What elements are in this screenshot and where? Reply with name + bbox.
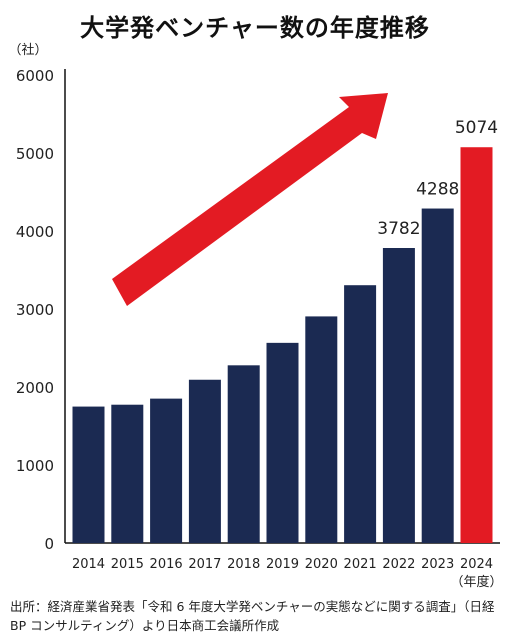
trend-arrow-icon bbox=[112, 93, 388, 306]
y-tick-label: 2000 bbox=[16, 379, 54, 397]
x-tick-label-2015: 2015 bbox=[111, 557, 144, 572]
bar-2020 bbox=[305, 316, 338, 543]
data-label-2024: 5074 bbox=[455, 118, 498, 138]
source-note: 出所：経済産業省発表「令和 6 年度大学発ベンチャーの実態などに関する調査」（日… bbox=[10, 599, 495, 633]
bar-2018 bbox=[227, 365, 260, 543]
bar-2017 bbox=[188, 379, 221, 543]
bar-2019 bbox=[266, 342, 299, 543]
y-tick-label: 3000 bbox=[16, 301, 54, 319]
x-tick-label-2020: 2020 bbox=[305, 557, 338, 572]
bar-2015 bbox=[111, 404, 144, 543]
x-tick-label-2022: 2022 bbox=[382, 557, 415, 572]
data-label-2022: 3782 bbox=[377, 219, 420, 239]
chart-title: 大学発ベンチャー数の年度推移 bbox=[80, 14, 430, 42]
y-tick-label: 5000 bbox=[16, 145, 54, 163]
bar-2023 bbox=[421, 208, 454, 543]
data-label-2023: 4288 bbox=[416, 180, 459, 200]
x-tick-label-2016: 2016 bbox=[150, 557, 183, 572]
bar-2022 bbox=[382, 248, 415, 543]
x-tick-label-2017: 2017 bbox=[188, 557, 221, 572]
x-tick-label-2024: 2024 bbox=[460, 557, 493, 572]
bar-2014 bbox=[72, 406, 105, 543]
bar-2024 bbox=[460, 147, 493, 543]
x-axis-unit-label: （年度） bbox=[450, 574, 502, 590]
x-tick-label-2018: 2018 bbox=[227, 557, 260, 572]
y-tick-label: 6000 bbox=[16, 67, 54, 85]
bar-chart: （社） 0 1000 2000 3000 4000 5000 6000 2014 2015 2016… bbox=[8, 42, 502, 590]
x-tick-label-2019: 2019 bbox=[266, 557, 299, 572]
y-axis-unit-label: （社） bbox=[8, 42, 47, 58]
bar-2021 bbox=[344, 285, 377, 543]
x-tick-label-2021: 2021 bbox=[344, 557, 377, 572]
x-tick-label-2023: 2023 bbox=[421, 557, 454, 572]
y-tick-label: 4000 bbox=[16, 223, 54, 241]
x-tick-label-2014: 2014 bbox=[72, 557, 105, 572]
y-tick-label: 0 bbox=[44, 535, 54, 553]
y-tick-label: 1000 bbox=[16, 457, 54, 475]
bar-2016 bbox=[150, 398, 183, 543]
